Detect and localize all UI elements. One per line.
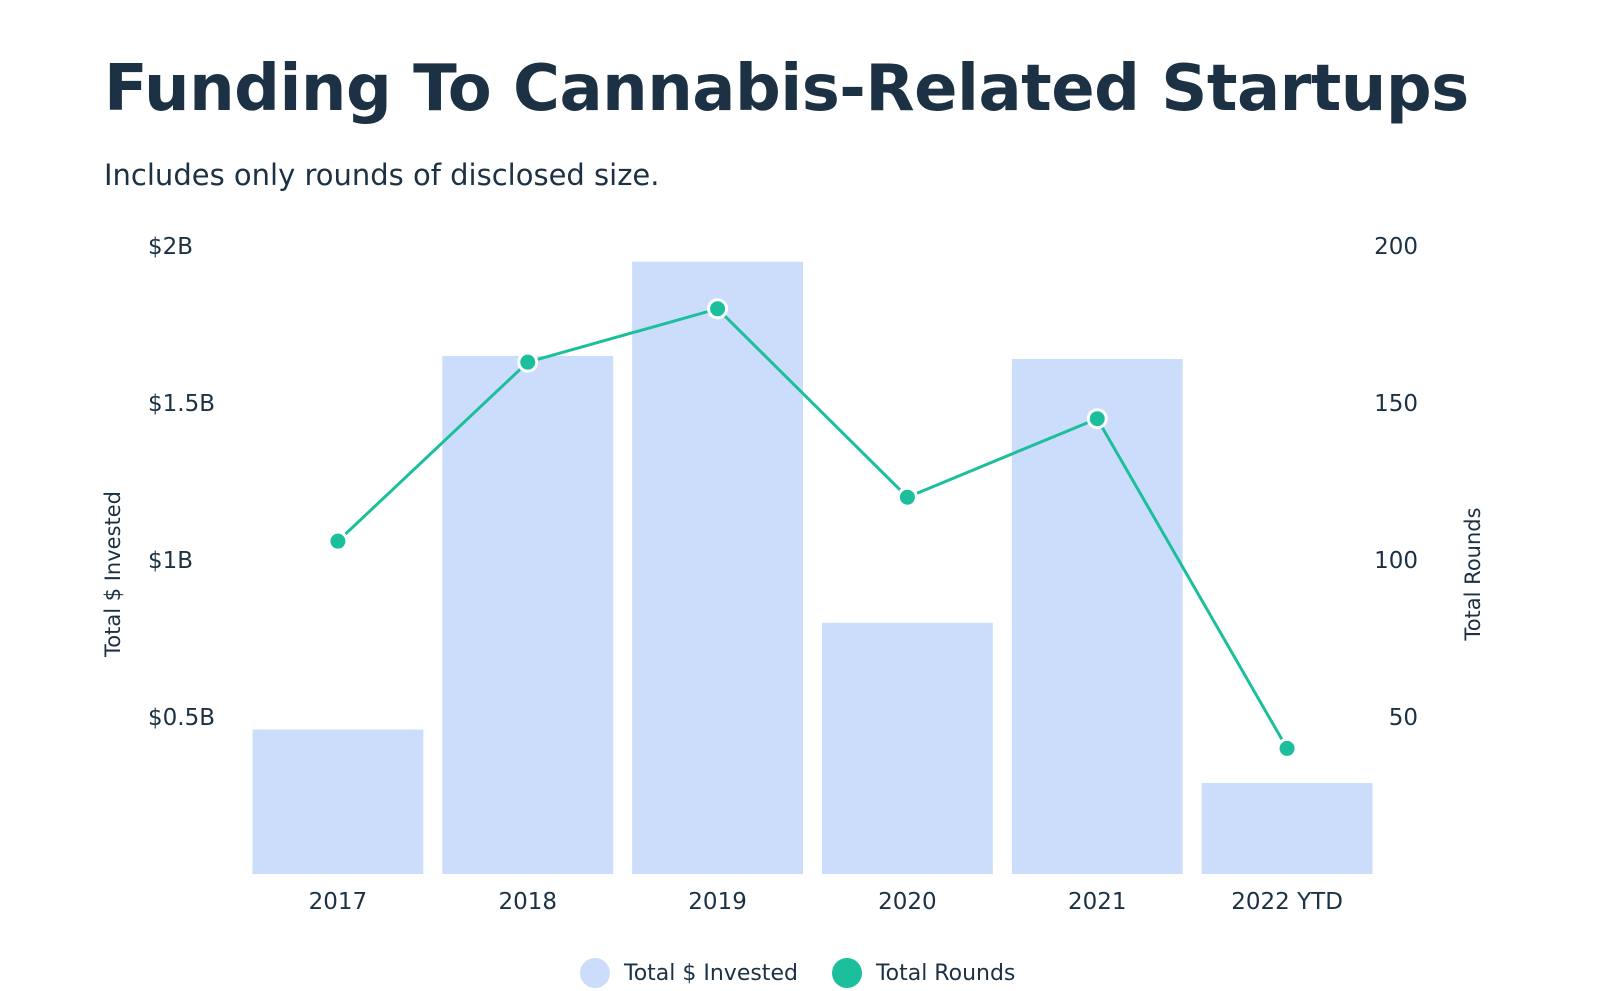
right-tick-label: 150 — [1374, 391, 1418, 417]
rounds-point-2017[interactable] — [327, 530, 349, 552]
x-tick-label: 2018 — [498, 889, 557, 915]
bar-2020[interactable] — [821, 622, 993, 874]
left-axis-ticks: $0.5B $1B $1.5B $2B — [148, 234, 215, 731]
legend-label-total-rounds: Total Rounds — [875, 960, 1016, 986]
right-axis-title: Total Rounds — [1461, 507, 1485, 641]
right-tick-label: 100 — [1374, 548, 1418, 574]
right-tick-label: 200 — [1374, 234, 1418, 260]
right-tick-label: 50 — [1389, 705, 1418, 731]
rounds-point-2020[interactable] — [896, 486, 918, 508]
right-axis-ticks: 50 100 150 200 — [1374, 234, 1418, 731]
chart-legend: Total $ Invested Total Rounds — [580, 958, 1031, 988]
x-axis-ticks: 2017 2018 2019 2020 2021 2022 YTD — [309, 889, 1343, 915]
bar-2022-ytd[interactable] — [1201, 782, 1373, 874]
chart-title: Funding To Cannabis-Related Startups — [104, 52, 1469, 126]
x-tick-label: 2020 — [878, 889, 937, 915]
line-series-total-rounds — [327, 298, 1298, 759]
rounds-point-2021[interactable] — [1086, 408, 1108, 430]
chart-subtitle: Includes only rounds of disclosed size. — [104, 158, 660, 192]
x-tick-label: 2022 YTD — [1231, 889, 1343, 915]
rounds-line — [336, 307, 1289, 750]
left-axis-title: Total $ Invested — [101, 491, 125, 658]
bar-2018[interactable] — [442, 355, 614, 874]
left-tick-label: $1B — [148, 548, 193, 574]
legend-swatch-bar — [580, 958, 610, 988]
left-tick-label: $0.5B — [148, 705, 215, 731]
rounds-point-2018[interactable] — [517, 351, 539, 373]
legend-label-total-invested: Total $ Invested — [624, 960, 798, 986]
bar-series-total-invested — [252, 261, 1373, 874]
x-tick-label: 2021 — [1068, 889, 1127, 915]
rounds-point-2019[interactable] — [707, 298, 729, 320]
x-tick-label: 2017 — [309, 889, 368, 915]
bar-2021[interactable] — [1011, 359, 1183, 874]
x-tick-label: 2019 — [688, 889, 747, 915]
legend-item-total-rounds[interactable]: Total Rounds — [831, 958, 1016, 988]
left-tick-label: $1.5B — [148, 391, 215, 417]
bar-2017[interactable] — [252, 729, 424, 874]
legend-swatch-line — [831, 958, 862, 988]
bar-2019[interactable] — [632, 261, 804, 874]
legend-item-total-invested[interactable]: Total $ Invested — [580, 958, 798, 988]
rounds-point-2022-ytd[interactable] — [1276, 737, 1298, 759]
left-tick-label: $2B — [148, 234, 193, 260]
